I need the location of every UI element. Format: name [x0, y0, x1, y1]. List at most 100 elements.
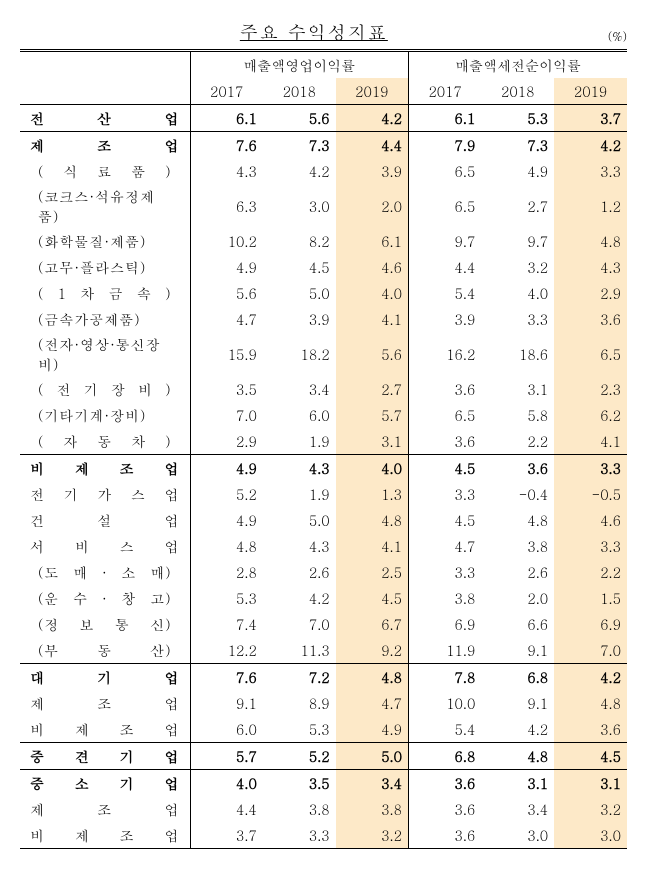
cell-value: 3.3: [554, 455, 627, 482]
cell-value: 3.9: [263, 306, 336, 332]
table-row: ( 전 기 장 비 )3.53.42.73.63.12.3: [20, 376, 627, 402]
cell-value: 3.6: [408, 796, 481, 822]
cell-value: 6.1: [336, 228, 409, 254]
cell-value: 4.9: [190, 254, 263, 280]
cell-value: 3.8: [481, 533, 554, 559]
year-header: 2018: [263, 78, 336, 105]
row-label: ( 전 기 장 비 ): [20, 376, 190, 402]
cell-value: 3.6: [554, 716, 627, 743]
cell-value: 4.3: [554, 254, 627, 280]
cell-value: 5.0: [336, 743, 409, 770]
cell-value: 4.1: [554, 428, 627, 455]
table-row: (코크스·석유정제품)6.33.02.06.52.71.2: [20, 184, 627, 228]
row-label: 전 기 가 스 업: [20, 481, 190, 507]
cell-value: 6.5: [554, 332, 627, 376]
cell-value: 4.4: [336, 132, 409, 159]
table-row: 건 설 업4.95.04.84.54.84.6: [20, 507, 627, 533]
cell-value: 4.6: [554, 507, 627, 533]
cell-value: 5.0: [263, 280, 336, 306]
cell-value: 4.1: [336, 533, 409, 559]
cell-value: 1.2: [554, 184, 627, 228]
cell-value: 4.0: [190, 770, 263, 797]
row-label: ( 1 차 금 속 ): [20, 280, 190, 306]
cell-value: 9.2: [336, 637, 409, 664]
cell-value: 4.7: [336, 690, 409, 716]
cell-value: 4.9: [190, 455, 263, 482]
cell-value: 4.2: [336, 105, 409, 132]
row-label: 대 기 업: [20, 664, 190, 691]
cell-value: 7.0: [263, 611, 336, 637]
cell-value: 3.9: [408, 306, 481, 332]
cell-value: 7.6: [190, 132, 263, 159]
cell-value: -0.5: [554, 481, 627, 507]
row-label: 중 소 기 업: [20, 770, 190, 797]
cell-value: 10.0: [408, 690, 481, 716]
cell-value: 1.5: [554, 585, 627, 611]
cell-value: 6.5: [408, 158, 481, 184]
year-header: 2019: [554, 78, 627, 105]
cell-value: 6.8: [408, 743, 481, 770]
cell-value: 11.3: [263, 637, 336, 664]
cell-value: 5.2: [190, 481, 263, 507]
cell-value: 3.3: [554, 533, 627, 559]
cell-value: 16.2: [408, 332, 481, 376]
cell-value: 4.8: [336, 664, 409, 691]
table-row: 중 소 기 업4.03.53.43.63.13.1: [20, 770, 627, 797]
cell-value: 9.1: [190, 690, 263, 716]
cell-value: 2.5: [336, 559, 409, 585]
row-label: 비 제 조 업: [20, 822, 190, 849]
cell-value: 4.3: [263, 455, 336, 482]
table-row: ( 식 료 품 )4.34.23.96.54.93.3: [20, 158, 627, 184]
cell-value: 3.8: [263, 796, 336, 822]
cell-value: 4.2: [481, 716, 554, 743]
cell-value: 4.4: [408, 254, 481, 280]
table-row: ( 1 차 금 속 )5.65.04.05.44.02.9: [20, 280, 627, 306]
table-row: 비 제 조 업4.94.34.04.53.63.3: [20, 455, 627, 482]
cell-value: 4.9: [190, 507, 263, 533]
cell-value: 6.5: [408, 184, 481, 228]
cell-value: 5.4: [408, 280, 481, 306]
cell-value: 2.0: [336, 184, 409, 228]
year-header: 2019: [336, 78, 409, 105]
cell-value: 4.7: [408, 533, 481, 559]
row-label: (고무·플라스틱): [20, 254, 190, 280]
cell-value: 4.0: [336, 280, 409, 306]
row-label: 비 제 조 업: [20, 716, 190, 743]
group-header-1: 매출액영업이익률: [190, 51, 408, 79]
table-row: 제 조 업7.67.34.47.97.34.2: [20, 132, 627, 159]
cell-value: 2.7: [481, 184, 554, 228]
row-label: (전자·영상·통신장비): [20, 332, 190, 376]
row-label: (금속가공제품): [20, 306, 190, 332]
cell-value: 5.6: [263, 105, 336, 132]
row-label: 전 산 업: [20, 105, 190, 132]
cell-value: 3.5: [190, 376, 263, 402]
cell-value: 4.1: [336, 306, 409, 332]
cell-value: 3.0: [554, 822, 627, 849]
row-label: 제 조 업: [20, 796, 190, 822]
cell-value: 4.8: [554, 228, 627, 254]
profitability-table: 매출액영업이익률 매출액세전순이익률 2017 2018 2019 2017 2…: [20, 49, 627, 849]
table-row: 제 조 업4.43.83.83.63.43.2: [20, 796, 627, 822]
cell-value: 2.2: [481, 428, 554, 455]
row-label: 제 조 업: [20, 132, 190, 159]
cell-value: 3.9: [336, 158, 409, 184]
cell-value: 7.9: [408, 132, 481, 159]
cell-value: 5.8: [481, 402, 554, 428]
page-title: 주요 수익성지표: [20, 20, 608, 45]
cell-value: 2.7: [336, 376, 409, 402]
cell-value: 3.2: [481, 254, 554, 280]
cell-value: 5.4: [408, 716, 481, 743]
cell-value: 3.1: [481, 376, 554, 402]
cell-value: 4.5: [408, 507, 481, 533]
cell-value: 6.8: [481, 664, 554, 691]
table-row: 서 비 스 업4.84.34.14.73.83.3: [20, 533, 627, 559]
cell-value: 5.2: [263, 743, 336, 770]
cell-value: 11.9: [408, 637, 481, 664]
cell-value: 3.3: [408, 559, 481, 585]
table-row: (금속가공제품)4.73.94.13.93.33.6: [20, 306, 627, 332]
cell-value: 6.6: [481, 611, 554, 637]
cell-value: 4.7: [190, 306, 263, 332]
cell-value: 5.3: [481, 105, 554, 132]
cell-value: 18.2: [263, 332, 336, 376]
cell-value: 3.6: [408, 428, 481, 455]
